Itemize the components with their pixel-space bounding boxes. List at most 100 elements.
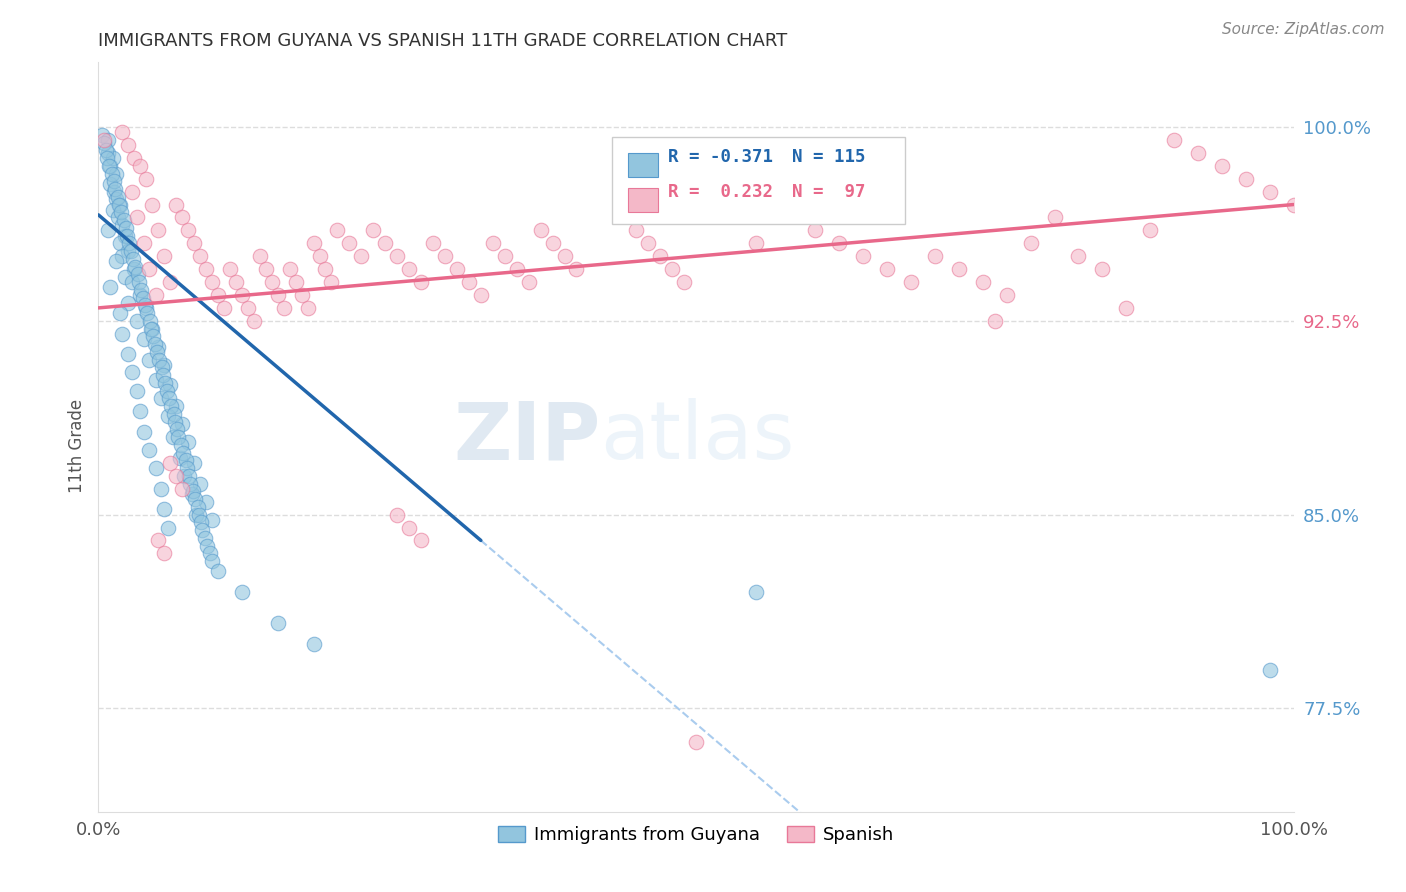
Point [115, 228, 138, 243]
Point [159, 456, 181, 470]
Point [112, 213, 135, 227]
Point [162, 430, 184, 444]
Point [187, 500, 209, 514]
Point [153, 546, 176, 560]
Point [148, 533, 170, 548]
Point [1282, 197, 1305, 211]
Point [159, 378, 181, 392]
Point [207, 288, 229, 302]
Point [139, 314, 162, 328]
Point [187, 508, 209, 522]
Point [125, 211, 148, 225]
Point [177, 223, 200, 237]
Point [142, 329, 165, 343]
Point [876, 262, 898, 277]
Point [145, 373, 167, 387]
Point [172, 211, 194, 225]
Point [626, 223, 648, 237]
Text: 11th Grade: 11th Grade [69, 399, 86, 493]
Point [201, 554, 224, 568]
Point [541, 236, 564, 251]
Point [121, 185, 143, 199]
Point [129, 288, 152, 302]
Point [128, 275, 150, 289]
Point [173, 468, 195, 483]
Point [1187, 145, 1209, 160]
Point [326, 223, 349, 237]
Point [172, 445, 194, 459]
Point [118, 236, 141, 251]
Point [422, 236, 444, 251]
Text: R = -0.371: R = -0.371 [668, 148, 773, 166]
Point [131, 283, 153, 297]
Point [176, 461, 198, 475]
Point [673, 275, 696, 289]
Point [315, 262, 337, 277]
Point [108, 306, 131, 320]
Point [94, 143, 117, 157]
Point [284, 275, 307, 289]
Point [350, 249, 373, 263]
Point [174, 453, 197, 467]
Point [231, 585, 253, 599]
Point [166, 422, 188, 436]
Point [141, 321, 163, 335]
Point [111, 326, 134, 341]
Text: Source: ZipAtlas.com: Source: ZipAtlas.com [1222, 22, 1385, 37]
Point [124, 151, 146, 165]
Point [1258, 663, 1281, 677]
Point [1019, 236, 1042, 251]
Point [101, 202, 124, 217]
Point [225, 275, 247, 289]
Point [804, 223, 827, 237]
Point [924, 249, 946, 263]
Point [470, 288, 492, 302]
Point [179, 476, 201, 491]
Point [291, 288, 314, 302]
Point [121, 366, 143, 380]
Text: N = 115: N = 115 [792, 148, 865, 166]
Point [153, 358, 176, 372]
Point [122, 252, 145, 266]
Point [111, 218, 134, 232]
Point [411, 275, 433, 289]
Point [103, 185, 125, 199]
Point [148, 223, 170, 237]
Point [117, 295, 139, 310]
Point [267, 616, 290, 631]
Point [120, 244, 142, 258]
Point [308, 249, 330, 263]
Point [146, 344, 169, 359]
Point [127, 268, 149, 282]
Point [195, 494, 218, 508]
Text: IMMIGRANTS FROM GUYANA VS SPANISH 11TH GRADE CORRELATION CHART: IMMIGRANTS FROM GUYANA VS SPANISH 11TH G… [98, 32, 787, 50]
Point [157, 392, 180, 406]
Point [139, 321, 162, 335]
Point [132, 425, 155, 439]
Point [138, 442, 160, 457]
Point [458, 275, 481, 289]
Point [93, 136, 115, 150]
Text: ZIP: ZIP [453, 398, 600, 476]
Point [186, 508, 208, 522]
Point [398, 520, 420, 534]
Point [97, 133, 120, 147]
Point [170, 438, 193, 452]
Point [93, 133, 115, 147]
Point [165, 399, 187, 413]
Point [159, 275, 181, 289]
Point [97, 223, 120, 237]
Point [745, 585, 768, 599]
Point [103, 174, 125, 188]
Point [972, 275, 994, 289]
Text: N =  97: N = 97 [792, 184, 865, 202]
Point [374, 236, 396, 251]
Point [129, 404, 152, 418]
Point [212, 301, 235, 315]
Point [530, 223, 553, 237]
Point [363, 223, 385, 237]
Point [661, 262, 683, 277]
Point [207, 565, 229, 579]
Point [554, 249, 576, 263]
Point [105, 193, 128, 207]
